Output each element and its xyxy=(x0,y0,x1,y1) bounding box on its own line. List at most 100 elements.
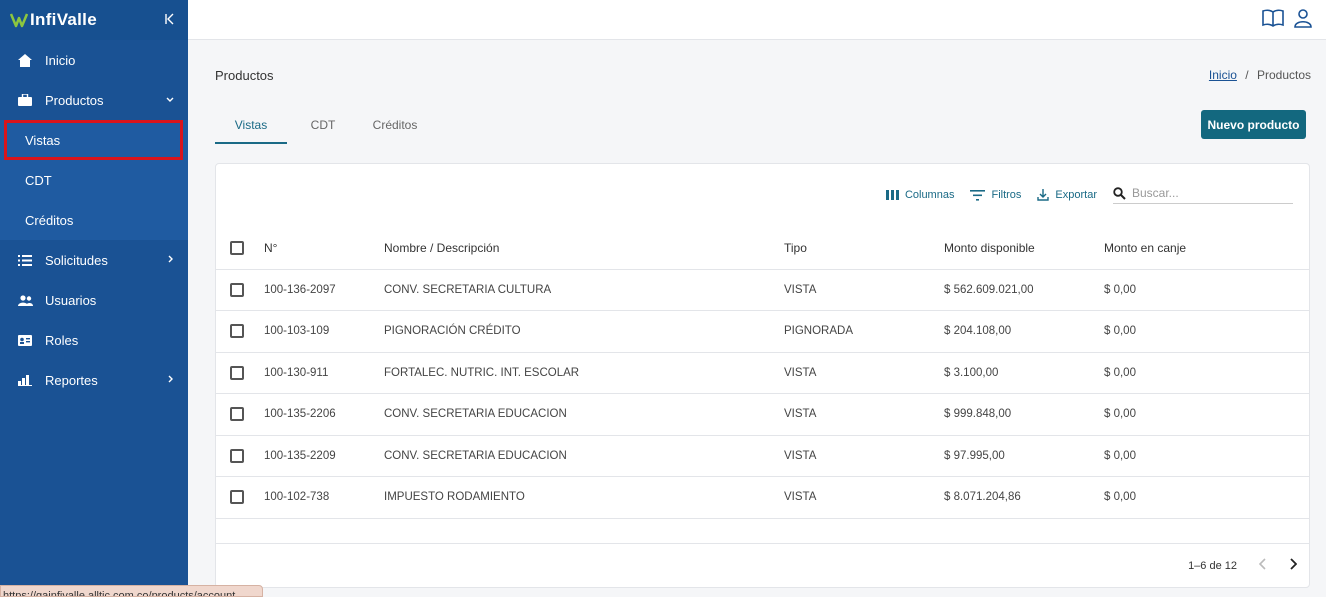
cell-tipo: PIGNORADA xyxy=(784,310,944,353)
filters-label: Filtros xyxy=(991,189,1022,201)
table-row[interactable]: 100-135-2206 CONV. SECRETARIA EDUCACION … xyxy=(216,393,1309,436)
previous-page-button[interactable] xyxy=(1258,557,1267,575)
sidebar-item-roles[interactable]: Roles xyxy=(0,320,188,360)
cell-monto-disponible: $ 999.848,00 xyxy=(944,393,1104,436)
cell-monto-canje: $ 0,00 xyxy=(1104,269,1309,311)
row-checkbox[interactable] xyxy=(230,407,244,422)
sidebar-item-solicitudes[interactable]: Solicitudes xyxy=(0,240,188,280)
sidebar-item-label: CDT xyxy=(25,172,52,188)
id-card-icon xyxy=(17,333,33,347)
cell-tipo: VISTA xyxy=(784,269,944,311)
row-checkbox[interactable] xyxy=(230,448,244,463)
cell-nombre: CONV. SECRETARIA EDUCACION xyxy=(384,435,784,477)
pagination-label: 1–6 de 12 xyxy=(1188,559,1237,572)
columns-button[interactable]: Columnas xyxy=(885,189,955,201)
cell-nombre: FORTALEC. NUTRIC. INT. ESCOLAR xyxy=(384,352,784,394)
sidebar-item-label: Reportes xyxy=(45,372,98,388)
logo-bar: InfiValle xyxy=(0,0,188,40)
cell-monto-disponible: $ 204.108,00 xyxy=(944,310,1104,353)
productos-submenu: Vistas CDT Créditos xyxy=(0,120,188,240)
sidebar-item-reportes[interactable]: Reportes xyxy=(0,360,188,400)
tab-creditos[interactable]: Créditos xyxy=(372,118,418,132)
product-tabs: Vistas CDT Créditos xyxy=(215,106,431,144)
sidebar-item-label: Productos xyxy=(45,92,104,108)
chevron-down-icon xyxy=(166,94,174,106)
sidebar-item-label: Solicitudes xyxy=(45,252,108,268)
cell-tipo: VISTA xyxy=(784,435,944,477)
columns-label: Columnas xyxy=(904,189,955,201)
breadcrumb-separator: / xyxy=(1245,68,1249,82)
sidebar-item-label: Inicio xyxy=(45,52,76,68)
cell-monto-canje: $ 0,00 xyxy=(1104,476,1309,519)
sidebar: InfiValle Inicio Productos Vistas CDT Cr… xyxy=(0,0,188,597)
table-row[interactable]: 100-102-738 IMPUESTO RODAMIENTO VISTA $ … xyxy=(216,476,1309,519)
sidebar-item-creditos[interactable]: Créditos xyxy=(0,200,188,240)
briefcase-icon xyxy=(17,93,33,107)
collapse-sidebar-icon[interactable] xyxy=(164,12,174,28)
select-all-checkbox[interactable] xyxy=(230,241,244,256)
table-row[interactable]: 100-130-911 FORTALEC. NUTRIC. INT. ESCOL… xyxy=(216,352,1309,394)
row-checkbox[interactable] xyxy=(230,324,244,339)
row-checkbox[interactable] xyxy=(230,282,244,297)
sidebar-item-usuarios[interactable]: Usuarios xyxy=(0,280,188,320)
cell-monto-disponible: $ 8.071.204,86 xyxy=(944,476,1104,519)
columns-icon xyxy=(885,190,899,200)
next-page-button[interactable] xyxy=(1289,557,1298,575)
table-header-row: N° Nombre / Descripción Tipo Monto dispo… xyxy=(216,228,1309,270)
cell-monto-disponible: $ 3.100,00 xyxy=(944,352,1104,394)
tab-vistas[interactable]: Vistas xyxy=(215,106,287,144)
column-header-monto-canje[interactable]: Monto en canje xyxy=(1104,228,1309,270)
bar-chart-icon xyxy=(17,373,33,387)
cell-numero: 100-135-2209 xyxy=(264,435,384,477)
book-icon[interactable] xyxy=(1262,8,1284,31)
app-logo[interactable]: InfiValle xyxy=(10,10,97,30)
column-header-nombre[interactable]: Nombre / Descripción xyxy=(384,228,784,270)
row-checkbox[interactable] xyxy=(230,490,244,505)
cell-numero: 100-136-2097 xyxy=(264,269,384,311)
chevron-right-icon xyxy=(168,374,174,386)
status-bar-url: https://gainfivalle.alltic.com.co/produc… xyxy=(0,585,263,597)
export-button[interactable]: Exportar xyxy=(1037,189,1097,201)
sidebar-item-label: Usuarios xyxy=(45,292,97,308)
search-input[interactable] xyxy=(1132,186,1282,200)
cell-numero: 100-135-2206 xyxy=(264,393,384,436)
sidebar-item-inicio[interactable]: Inicio xyxy=(0,40,188,80)
chevron-right-icon xyxy=(1290,557,1298,570)
new-product-button[interactable]: Nuevo producto xyxy=(1201,110,1306,139)
list-icon xyxy=(17,253,33,267)
sidebar-item-vistas[interactable]: Vistas xyxy=(4,120,183,160)
breadcrumb: Inicio / Productos xyxy=(1209,68,1311,82)
table-row[interactable]: 100-136-2097 CONV. SECRETARIA CULTURA VI… xyxy=(216,269,1309,311)
sidebar-item-cdt[interactable]: CDT xyxy=(0,160,188,200)
logo-mark-icon xyxy=(10,13,28,28)
filter-icon xyxy=(970,189,986,201)
topbar xyxy=(188,0,1326,40)
products-table-card: Columnas Filtros Exportar N° Nombre / De… xyxy=(215,163,1310,588)
breadcrumb-current: Productos xyxy=(1256,68,1311,82)
column-header-numero[interactable]: N° xyxy=(264,228,384,270)
export-label: Exportar xyxy=(1055,189,1097,201)
breadcrumb-home-link[interactable]: Inicio xyxy=(1208,68,1237,82)
column-header-tipo[interactable]: Tipo xyxy=(784,228,944,270)
sidebar-item-label: Vistas xyxy=(25,132,61,148)
table-row[interactable]: 100-135-2209 CONV. SECRETARIA EDUCACION … xyxy=(216,435,1309,477)
chevron-right-icon xyxy=(168,254,174,266)
table-toolbar: Columnas Filtros Exportar xyxy=(885,186,1293,204)
user-icon[interactable] xyxy=(1294,8,1312,31)
cell-nombre: CONV. SECRETARIA CULTURA xyxy=(384,269,784,311)
row-checkbox[interactable] xyxy=(230,365,244,380)
sidebar-item-productos[interactable]: Productos xyxy=(0,80,188,120)
cell-monto-canje: $ 0,00 xyxy=(1104,352,1309,394)
table-row[interactable]: 100-103-109 PIGNORACIÓN CRÉDITO PIGNORAD… xyxy=(216,310,1309,353)
cell-nombre: PIGNORACIÓN CRÉDITO xyxy=(384,310,784,353)
cell-monto-canje: $ 0,00 xyxy=(1104,310,1309,353)
tab-cdt[interactable]: CDT xyxy=(310,118,336,132)
sidebar-item-label: Créditos xyxy=(25,212,74,228)
cell-monto-disponible: $ 562.609.021,00 xyxy=(944,269,1104,311)
filters-button[interactable]: Filtros xyxy=(970,189,1021,201)
cell-monto-canje: $ 0,00 xyxy=(1104,435,1309,477)
app-name: InfiValle xyxy=(30,10,97,29)
cell-numero: 100-130-911 xyxy=(264,352,384,394)
column-header-monto-disponible[interactable]: Monto disponible xyxy=(944,228,1104,270)
products-table: N° Nombre / Descripción Tipo Monto dispo… xyxy=(216,228,1309,519)
